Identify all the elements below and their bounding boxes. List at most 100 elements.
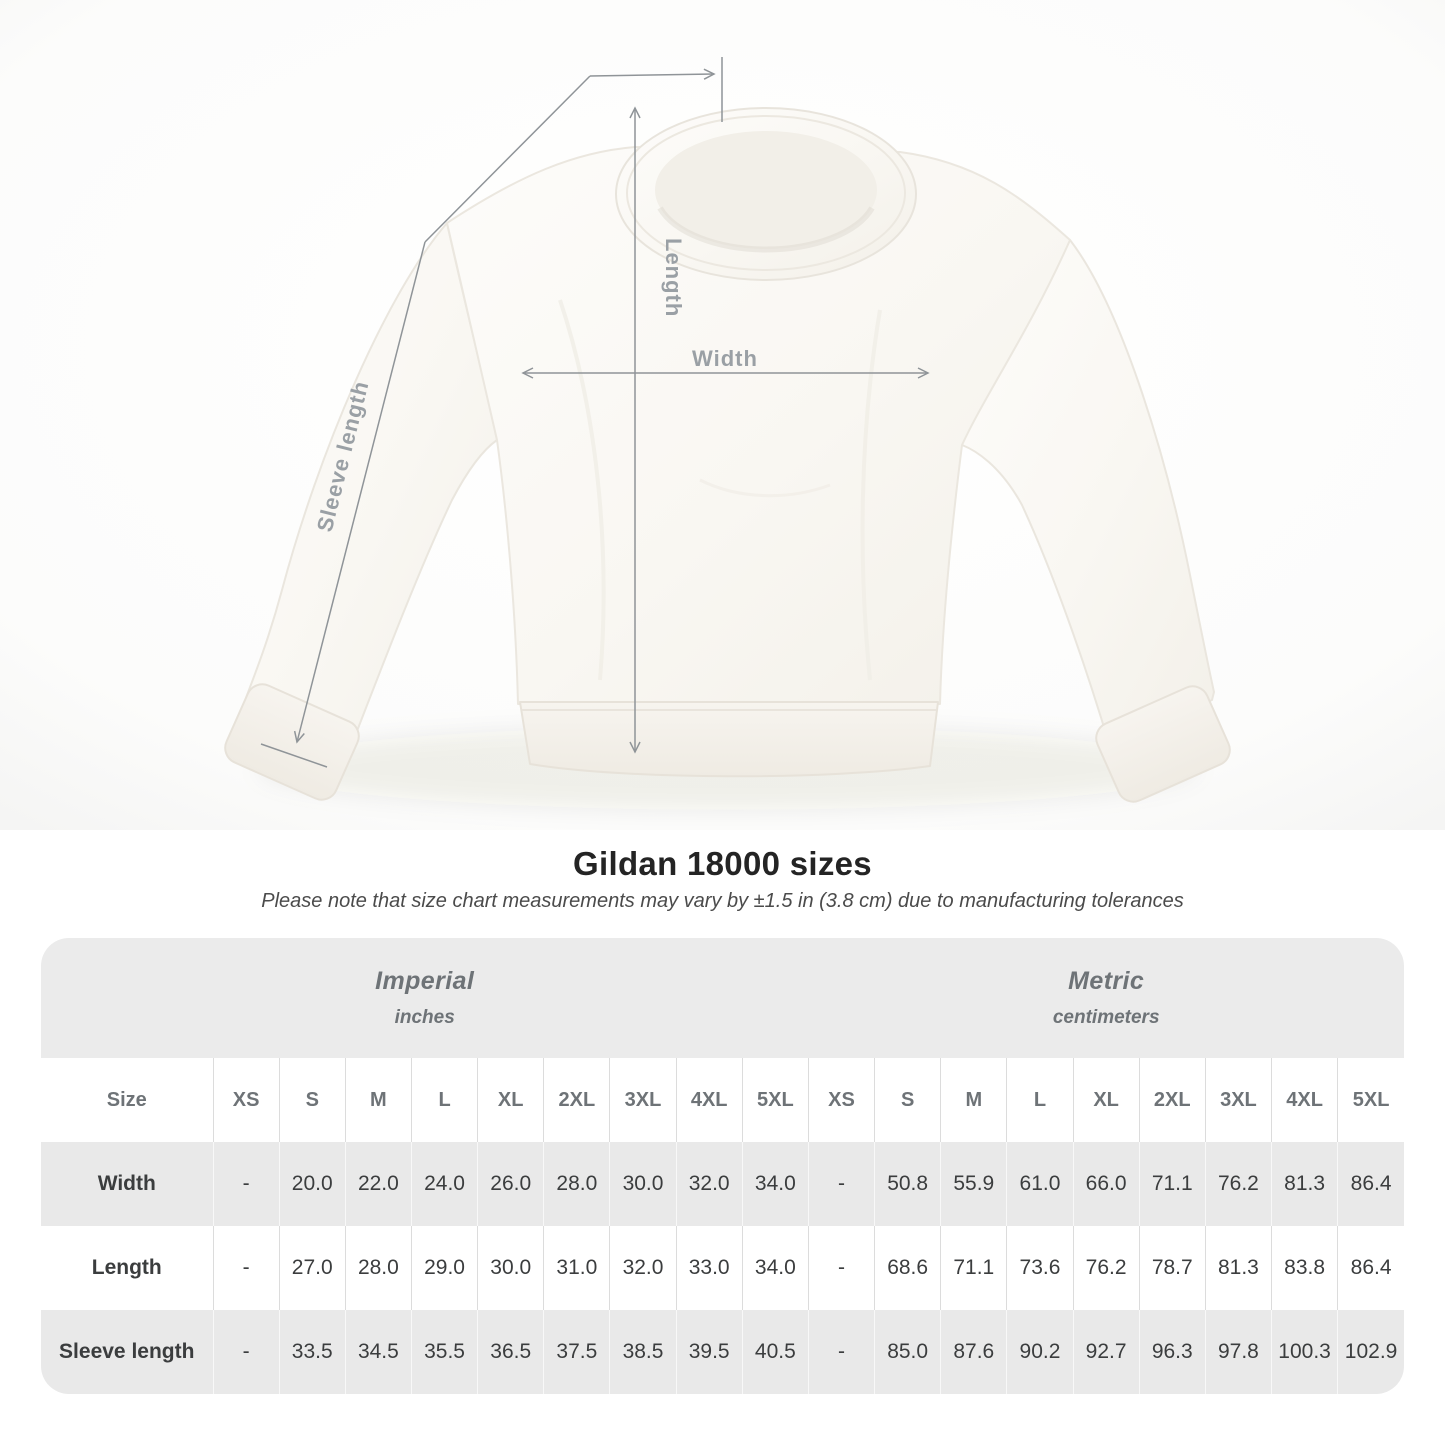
size-table-body: Imperial inches Metric centimeters Size XS S M L… — [41, 938, 1404, 1394]
metric-value: 86.4 — [1337, 1226, 1404, 1310]
metric-value: 100.3 — [1270, 1310, 1338, 1394]
size-header-5xl: 5XL — [741, 1058, 809, 1142]
imperial-value: 28.0 — [344, 1226, 412, 1310]
size-header-xl: XL — [477, 1058, 544, 1142]
size-header-s: S — [278, 1058, 346, 1142]
sweatshirt-diagram-svg: Length Width Sleeve length — [0, 0, 1445, 830]
length-label: Length — [661, 238, 686, 317]
page-title: Gildan 18000 sizes — [573, 845, 872, 882]
width-label: Width — [692, 346, 758, 371]
metric-value: 73.6 — [1006, 1226, 1074, 1310]
size-header-l: L — [1006, 1058, 1074, 1142]
measurement-row-width: Width -20.0 22.0 24.0 26.0 28.0 30.0 32.0 34.0-5… — [41, 1142, 1404, 1226]
metric-value: - — [807, 1226, 875, 1310]
metric-value: 71.1 — [1138, 1142, 1206, 1226]
size-table: Imperial inches Metric centimeters Size XS S M L… — [41, 938, 1404, 1394]
metric-value: 92.7 — [1072, 1310, 1140, 1394]
imperial-value: 38.5 — [609, 1310, 677, 1394]
metric-value: 81.3 — [1204, 1226, 1272, 1310]
metric-value: 96.3 — [1138, 1310, 1206, 1394]
metric-value: 85.0 — [874, 1310, 941, 1394]
size-header-m: M — [940, 1058, 1007, 1142]
imperial-value: 30.0 — [609, 1142, 677, 1226]
imperial-value: 22.0 — [344, 1142, 412, 1226]
imperial-value: 24.0 — [410, 1142, 478, 1226]
imperial-value: 20.0 — [278, 1142, 346, 1226]
unit-group-name: Imperial — [375, 967, 475, 995]
imperial-value: 34.0 — [741, 1226, 809, 1310]
metric-value: 76.2 — [1072, 1226, 1140, 1310]
imperial-value: 33.0 — [675, 1226, 743, 1310]
imperial-value: - — [212, 1226, 280, 1310]
imperial-value: 36.5 — [477, 1310, 544, 1394]
metric-value: 76.2 — [1204, 1142, 1272, 1226]
imperial-value: 32.0 — [675, 1142, 743, 1226]
size-header-m: M — [344, 1058, 412, 1142]
size-header-xl: XL — [1072, 1058, 1140, 1142]
size-header-2xl: 2XL — [543, 1058, 610, 1142]
imperial-value: 37.5 — [543, 1310, 610, 1394]
size-column-header: Size — [106, 1088, 147, 1111]
metric-value: 97.8 — [1204, 1310, 1272, 1394]
size-header-xs: XS — [807, 1058, 875, 1142]
size-header-row: Size XS S M L XL 2XL 3XL 4XL 5XL XS S M L XL 2XL 3XL 4XL 5… — [41, 1058, 1404, 1142]
sleeve-shoulder-line — [424, 75, 591, 243]
imperial-value: - — [212, 1310, 280, 1394]
metric-value: 55.9 — [940, 1142, 1007, 1226]
size-header-xs: XS — [212, 1058, 280, 1142]
sweatshirt-measurement-diagram: Length Width Sleeve length — [0, 0, 1445, 830]
metric-value: 81.3 — [1270, 1142, 1338, 1226]
imperial-value: 33.5 — [278, 1310, 346, 1394]
size-header-2xl: 2XL — [1138, 1058, 1206, 1142]
unit-group-row: Imperial inches Metric centimeters — [41, 938, 1404, 1058]
row-label: Width — [97, 1172, 156, 1195]
imperial-value: 29.0 — [410, 1226, 478, 1310]
metric-value: 83.8 — [1270, 1226, 1338, 1310]
unit-group-imperial: Imperial inches — [41, 938, 809, 1058]
measurement-row-length: Length -27.0 28.0 29.0 30.0 31.0 32.0 33.0 34.0-… — [41, 1226, 1404, 1310]
imperial-value: 26.0 — [477, 1142, 544, 1226]
size-header-3xl: 3XL — [609, 1058, 677, 1142]
imperial-value: 31.0 — [543, 1226, 610, 1310]
metric-value: 87.6 — [940, 1310, 1007, 1394]
imperial-value: 28.0 — [543, 1142, 610, 1226]
size-header-l: L — [410, 1058, 478, 1142]
imperial-value: 35.5 — [410, 1310, 478, 1394]
imperial-value: 30.0 — [477, 1226, 544, 1310]
row-label: Length — [91, 1256, 162, 1279]
unit-group-unit: centimeters — [1052, 1007, 1160, 1028]
imperial-value: 34.0 — [741, 1142, 809, 1226]
metric-value: 71.1 — [940, 1226, 1007, 1310]
unit-group-unit: inches — [394, 1007, 455, 1028]
imperial-value: 27.0 — [278, 1226, 346, 1310]
imperial-value: 39.5 — [675, 1310, 743, 1394]
size-header-4xl: 4XL — [675, 1058, 743, 1142]
size-header-4xl: 4XL — [1270, 1058, 1338, 1142]
sleeve-horizontal-line — [589, 68, 716, 80]
size-header-s: S — [874, 1058, 941, 1142]
tolerance-note: Please note that size chart measurements… — [261, 890, 1184, 912]
row-label: Sleeve length — [59, 1340, 195, 1363]
metric-value: 66.0 — [1072, 1142, 1140, 1226]
metric-value: 61.0 — [1006, 1142, 1074, 1226]
size-chart: Imperial inches Metric centimeters Size XS S M L… — [41, 938, 1404, 1394]
metric-value: - — [807, 1142, 875, 1226]
metric-value: 78.7 — [1138, 1226, 1206, 1310]
measurement-row-sleeve-length: Sleeve length -33.5 34.5 35.5 36.5 37.5 38.5 39… — [41, 1310, 1404, 1394]
sleeve-arm-line — [293, 241, 426, 744]
sweatshirt-illustration — [224, 107, 1231, 803]
imperial-value: 34.5 — [344, 1310, 412, 1394]
cuff-tick-line — [260, 743, 328, 768]
imperial-value: 32.0 — [609, 1226, 677, 1310]
imperial-value: 40.5 — [741, 1310, 809, 1394]
metric-value: 50.8 — [874, 1142, 941, 1226]
unit-group-metric: Metric centimeters — [808, 938, 1404, 1058]
imperial-value: - — [212, 1142, 280, 1226]
metric-value: 68.6 — [874, 1226, 941, 1310]
metric-value: 90.2 — [1006, 1310, 1074, 1394]
metric-value: - — [807, 1310, 875, 1394]
size-header-3xl: 3XL — [1204, 1058, 1272, 1142]
metric-value: 102.9 — [1337, 1310, 1404, 1394]
metric-value: 86.4 — [1337, 1142, 1404, 1226]
size-header-5xl: 5XL — [1337, 1058, 1404, 1142]
